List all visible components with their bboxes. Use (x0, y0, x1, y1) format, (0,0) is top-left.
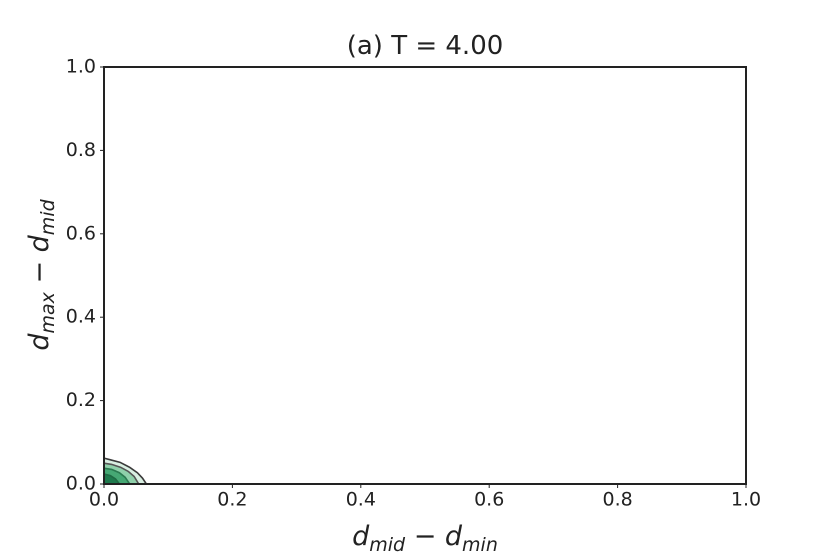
label-subscript: min (462, 534, 498, 554)
label-part: d (352, 521, 370, 552)
x-tick-label: 0.2 (217, 489, 247, 511)
label-subscript: max (37, 291, 59, 333)
label-part: − (405, 521, 445, 552)
label-subscript: mid (37, 198, 59, 235)
label-part: d (445, 521, 463, 552)
y-tick-label: 0.8 (66, 139, 96, 161)
label-part: d (24, 333, 55, 351)
plot-area (103, 457, 148, 485)
x-axis-label: dmid − dmin (352, 521, 498, 554)
x-tick-label: 0.8 (602, 489, 632, 511)
x-tick-label: 0.4 (346, 489, 376, 511)
y-axis-label: dmax − dmid (24, 198, 59, 350)
x-tick-label: 0.0 (89, 489, 119, 511)
y-tick-label: 0.6 (66, 222, 96, 244)
x-tick-label: 1.0 (731, 489, 761, 511)
plot-frame (103, 66, 747, 485)
label-part: − (24, 252, 55, 292)
y-tick-label: 1.0 (66, 56, 96, 78)
label-subscript: mid (369, 534, 406, 554)
label-part: d (24, 234, 55, 252)
y-tick-label: 0.4 (66, 306, 96, 328)
x-tick-label: 0.6 (474, 489, 504, 511)
chart-title: (a) T = 4.00 (347, 31, 504, 61)
y-tick-label: 0.2 (66, 389, 96, 411)
y-tick-label: 0.0 (66, 473, 96, 495)
